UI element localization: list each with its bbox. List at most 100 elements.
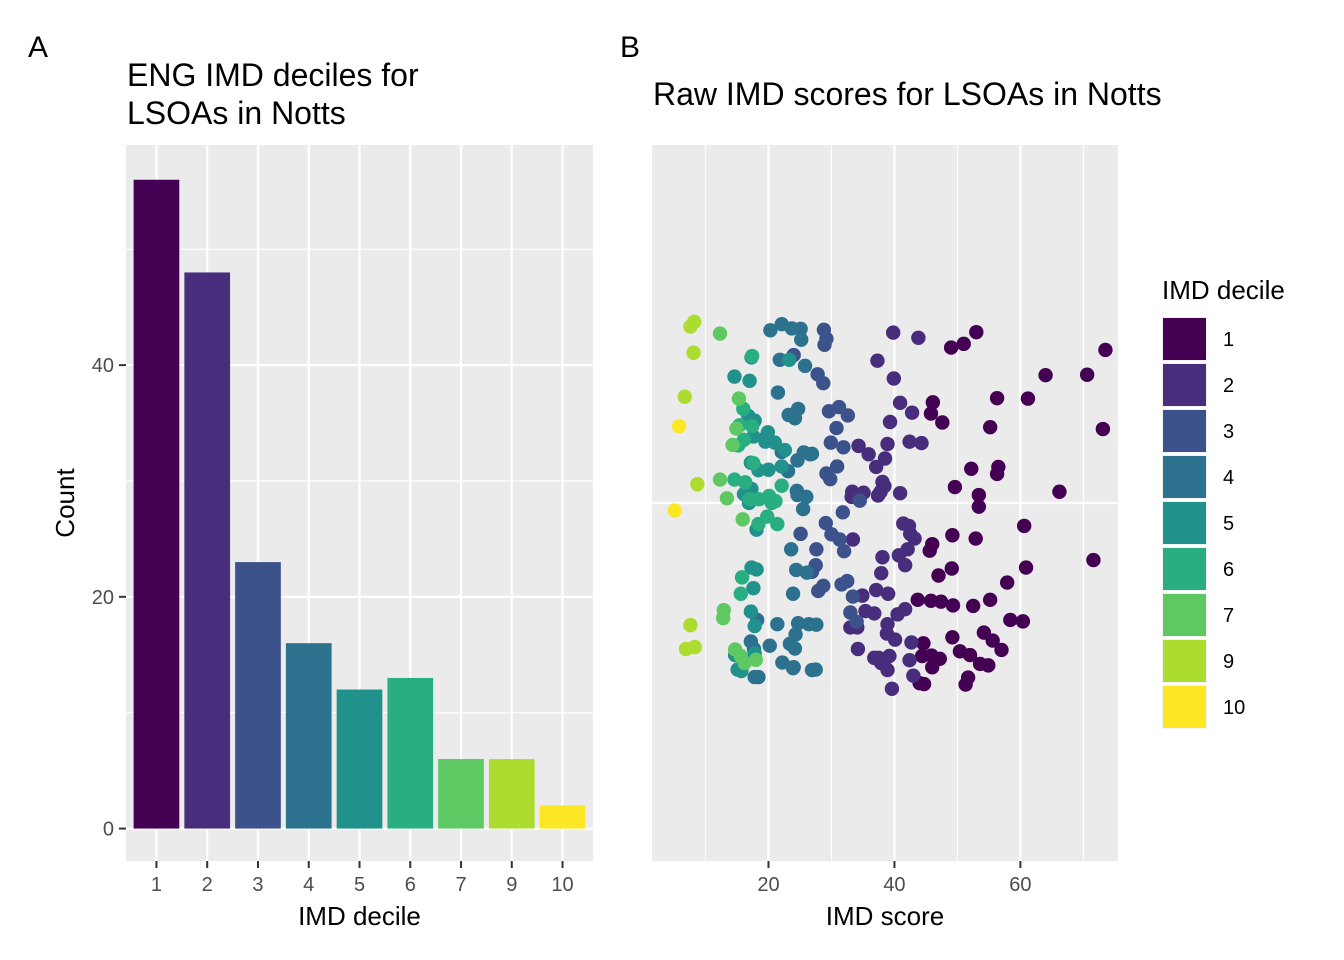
point-decile-3	[852, 493, 868, 508]
point-decile-6	[751, 516, 766, 532]
point-decile-1	[1086, 552, 1101, 568]
point-decile-1	[1052, 484, 1067, 499]
point-decile-6	[738, 475, 753, 490]
point-decile-7	[712, 472, 728, 487]
bar-decile-7	[438, 759, 484, 829]
point-decile-2	[902, 653, 917, 668]
point-decile-1	[971, 487, 987, 503]
point-decile-9	[683, 617, 698, 633]
point-decile-10	[667, 503, 682, 518]
point-decile-7	[731, 391, 747, 406]
point-decile-7	[729, 421, 744, 436]
point-decile-7	[748, 652, 764, 667]
bar-decile-6	[387, 677, 434, 829]
point-decile-1	[1018, 560, 1034, 575]
point-decile-1	[916, 676, 932, 692]
point-decile-7	[733, 648, 748, 664]
point-decile-2	[892, 485, 908, 501]
point-decile-2	[870, 353, 885, 368]
panel-a-x-tick-label: 1	[151, 874, 162, 896]
point-decile-3	[849, 614, 864, 630]
point-decile-1	[1003, 612, 1018, 628]
point-decile-1	[1038, 368, 1053, 383]
legend-swatch-1	[1163, 318, 1206, 360]
point-decile-2	[845, 532, 861, 547]
point-decile-4	[770, 616, 785, 632]
point-decile-2	[911, 330, 926, 345]
point-decile-2	[897, 558, 913, 573]
point-decile-5	[727, 369, 742, 384]
point-decile-6	[768, 493, 783, 509]
point-decile-1	[982, 419, 998, 435]
point-decile-9	[686, 345, 701, 360]
point-decile-2	[874, 565, 889, 581]
point-decile-5	[777, 442, 793, 458]
legend-keys: 1 2 3 4 5 6 7 9 10	[1162, 317, 1245, 729]
point-decile-4	[783, 542, 799, 557]
point-decile-4	[790, 616, 806, 631]
point-decile-7	[712, 326, 728, 341]
bar-decile-4	[285, 643, 332, 829]
legend-swatch-7	[1163, 594, 1206, 636]
point-decile-3	[829, 420, 844, 436]
point-decile-4	[794, 332, 809, 347]
point-decile-4	[785, 660, 801, 676]
panel-a-x-axis-title: IMD decile	[298, 901, 421, 931]
panel-a-x-tick-label: 4	[303, 874, 314, 896]
point-decile-4	[790, 453, 805, 468]
legend-label-3: 3	[1223, 421, 1234, 443]
point-decile-3	[840, 408, 856, 423]
point-decile-2	[858, 603, 873, 619]
point-decile-1	[935, 415, 950, 430]
point-decile-3	[840, 573, 855, 589]
point-decile-2	[886, 371, 902, 386]
point-decile-7	[725, 437, 740, 453]
point-decile-4	[775, 655, 790, 670]
point-decile-4	[763, 323, 778, 338]
point-decile-3	[816, 375, 831, 391]
point-decile-1	[1079, 367, 1095, 382]
legend-label-9: 9	[1223, 651, 1234, 673]
panel-a-y-axis-title: Count	[50, 468, 80, 538]
point-decile-1	[1016, 518, 1032, 534]
point-decile-7	[719, 491, 735, 506]
point-decile-2	[901, 518, 917, 534]
point-decile-1	[1020, 391, 1036, 406]
point-decile-2	[880, 662, 895, 678]
legend-label-4: 4	[1223, 467, 1234, 489]
point-decile-3	[836, 440, 851, 455]
point-decile-1	[989, 466, 1005, 482]
panel-b-title: Raw IMD scores for LSOAs in Notts	[653, 76, 1162, 112]
point-decile-1	[1098, 342, 1113, 358]
legend-title: IMD decile	[1162, 275, 1285, 305]
panel-a-y-tick-label: 0	[103, 819, 114, 841]
point-decile-4	[790, 487, 805, 503]
bar-decile-1	[133, 179, 180, 829]
panel-b-points	[667, 314, 1113, 696]
point-decile-2	[890, 607, 905, 622]
point-decile-5	[774, 459, 789, 474]
bar-decile-10	[539, 805, 586, 829]
panel-a-x-tick-label: 9	[506, 874, 517, 896]
point-decile-5	[747, 618, 762, 634]
panel-b: B Raw IMD scores for LSOAs in Notts 20 40…	[620, 31, 1162, 931]
panel-b-x-tick-label: 60	[1009, 874, 1031, 896]
point-decile-1	[933, 594, 949, 609]
panel-a-title-line-2: LSOAs in Notts	[127, 95, 346, 131]
point-decile-5	[782, 352, 797, 367]
point-decile-4	[790, 401, 806, 417]
panel-a-x-tick-label: 5	[354, 874, 365, 896]
point-decile-3	[819, 466, 834, 481]
bar-decile-9	[488, 759, 535, 829]
point-decile-4	[797, 358, 813, 374]
panel-a-bars	[133, 179, 586, 829]
point-decile-2	[880, 586, 896, 601]
point-decile-1	[945, 598, 961, 613]
legend-label-5: 5	[1223, 513, 1234, 535]
point-decile-1	[947, 479, 963, 495]
point-decile-1	[982, 592, 998, 608]
point-decile-2	[882, 414, 898, 430]
point-decile-2	[850, 641, 866, 657]
point-decile-9	[687, 639, 703, 655]
point-decile-3	[835, 505, 851, 520]
